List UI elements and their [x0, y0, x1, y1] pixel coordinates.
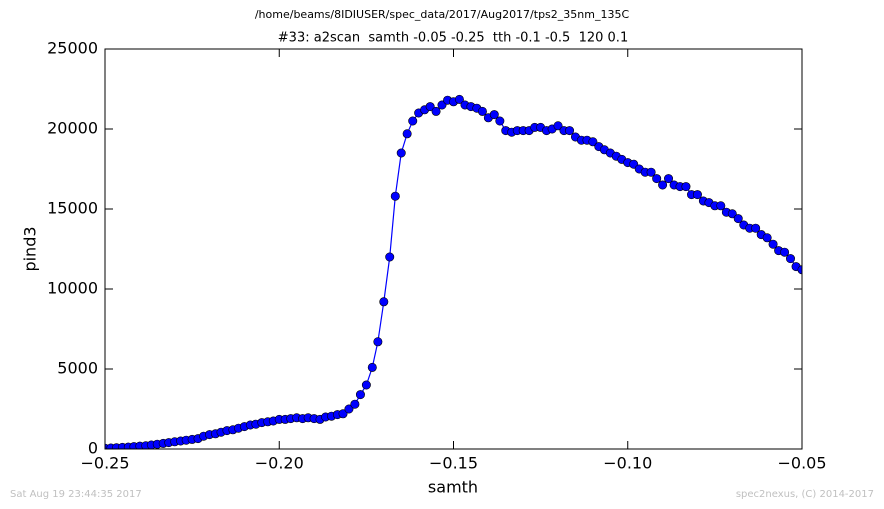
- marker: [385, 252, 395, 262]
- x-tick-label: −0.10: [603, 454, 652, 473]
- marker: [367, 362, 377, 372]
- x-tick-label: −0.05: [777, 454, 826, 473]
- y-tick-label: 5000: [57, 359, 98, 378]
- suptitle: /home/beams/8IDIUSER/spec_data/2017/Aug2…: [255, 8, 630, 21]
- y-tick-label: 20000: [47, 119, 98, 138]
- marker: [646, 167, 656, 177]
- marker: [396, 148, 406, 158]
- marker: [373, 337, 383, 347]
- marker: [762, 233, 772, 243]
- marker: [751, 223, 761, 233]
- marker: [658, 180, 668, 190]
- plot-area: [105, 94, 802, 449]
- x-tick-label: −0.15: [429, 454, 478, 473]
- marker: [681, 182, 691, 192]
- y-tick-label: 0: [88, 439, 98, 458]
- footer-left: Sat Aug 19 23:44:35 2017: [10, 489, 142, 500]
- marker: [431, 106, 441, 116]
- marker: [379, 297, 389, 307]
- marker: [454, 94, 464, 104]
- marker: [402, 129, 412, 139]
- marker: [727, 209, 737, 219]
- marker: [780, 247, 790, 257]
- marker: [652, 174, 662, 184]
- marker: [588, 137, 598, 147]
- marker: [425, 102, 435, 112]
- y-tick-label: 25000: [47, 39, 98, 58]
- y-tick-label: 10000: [47, 279, 98, 298]
- marker: [489, 110, 499, 120]
- marker: [338, 409, 348, 419]
- marker: [477, 106, 487, 116]
- chart-title: #33: a2scan samth -0.05 -0.25 tth -0.1 -…: [278, 31, 628, 46]
- marker: [361, 380, 371, 390]
- marker: [408, 116, 418, 126]
- marker: [355, 390, 365, 400]
- marker: [553, 121, 563, 131]
- x-tick-label: −0.20: [255, 454, 304, 473]
- footer-right: spec2nexus, (C) 2014-2017: [736, 489, 874, 500]
- marker: [565, 126, 575, 136]
- y-axis-label: pind3: [21, 226, 40, 271]
- marker: [716, 201, 726, 211]
- marker: [344, 404, 354, 414]
- marker: [733, 214, 743, 224]
- y-tick-label: 15000: [47, 199, 98, 218]
- marker: [495, 116, 505, 126]
- x-axis-label: samth: [428, 478, 478, 497]
- marker: [768, 239, 778, 249]
- marker: [692, 190, 702, 200]
- x-tick-label: −0.25: [80, 454, 129, 473]
- marker: [664, 174, 674, 184]
- marker: [390, 191, 400, 201]
- marker: [350, 399, 360, 409]
- marker: [785, 254, 795, 264]
